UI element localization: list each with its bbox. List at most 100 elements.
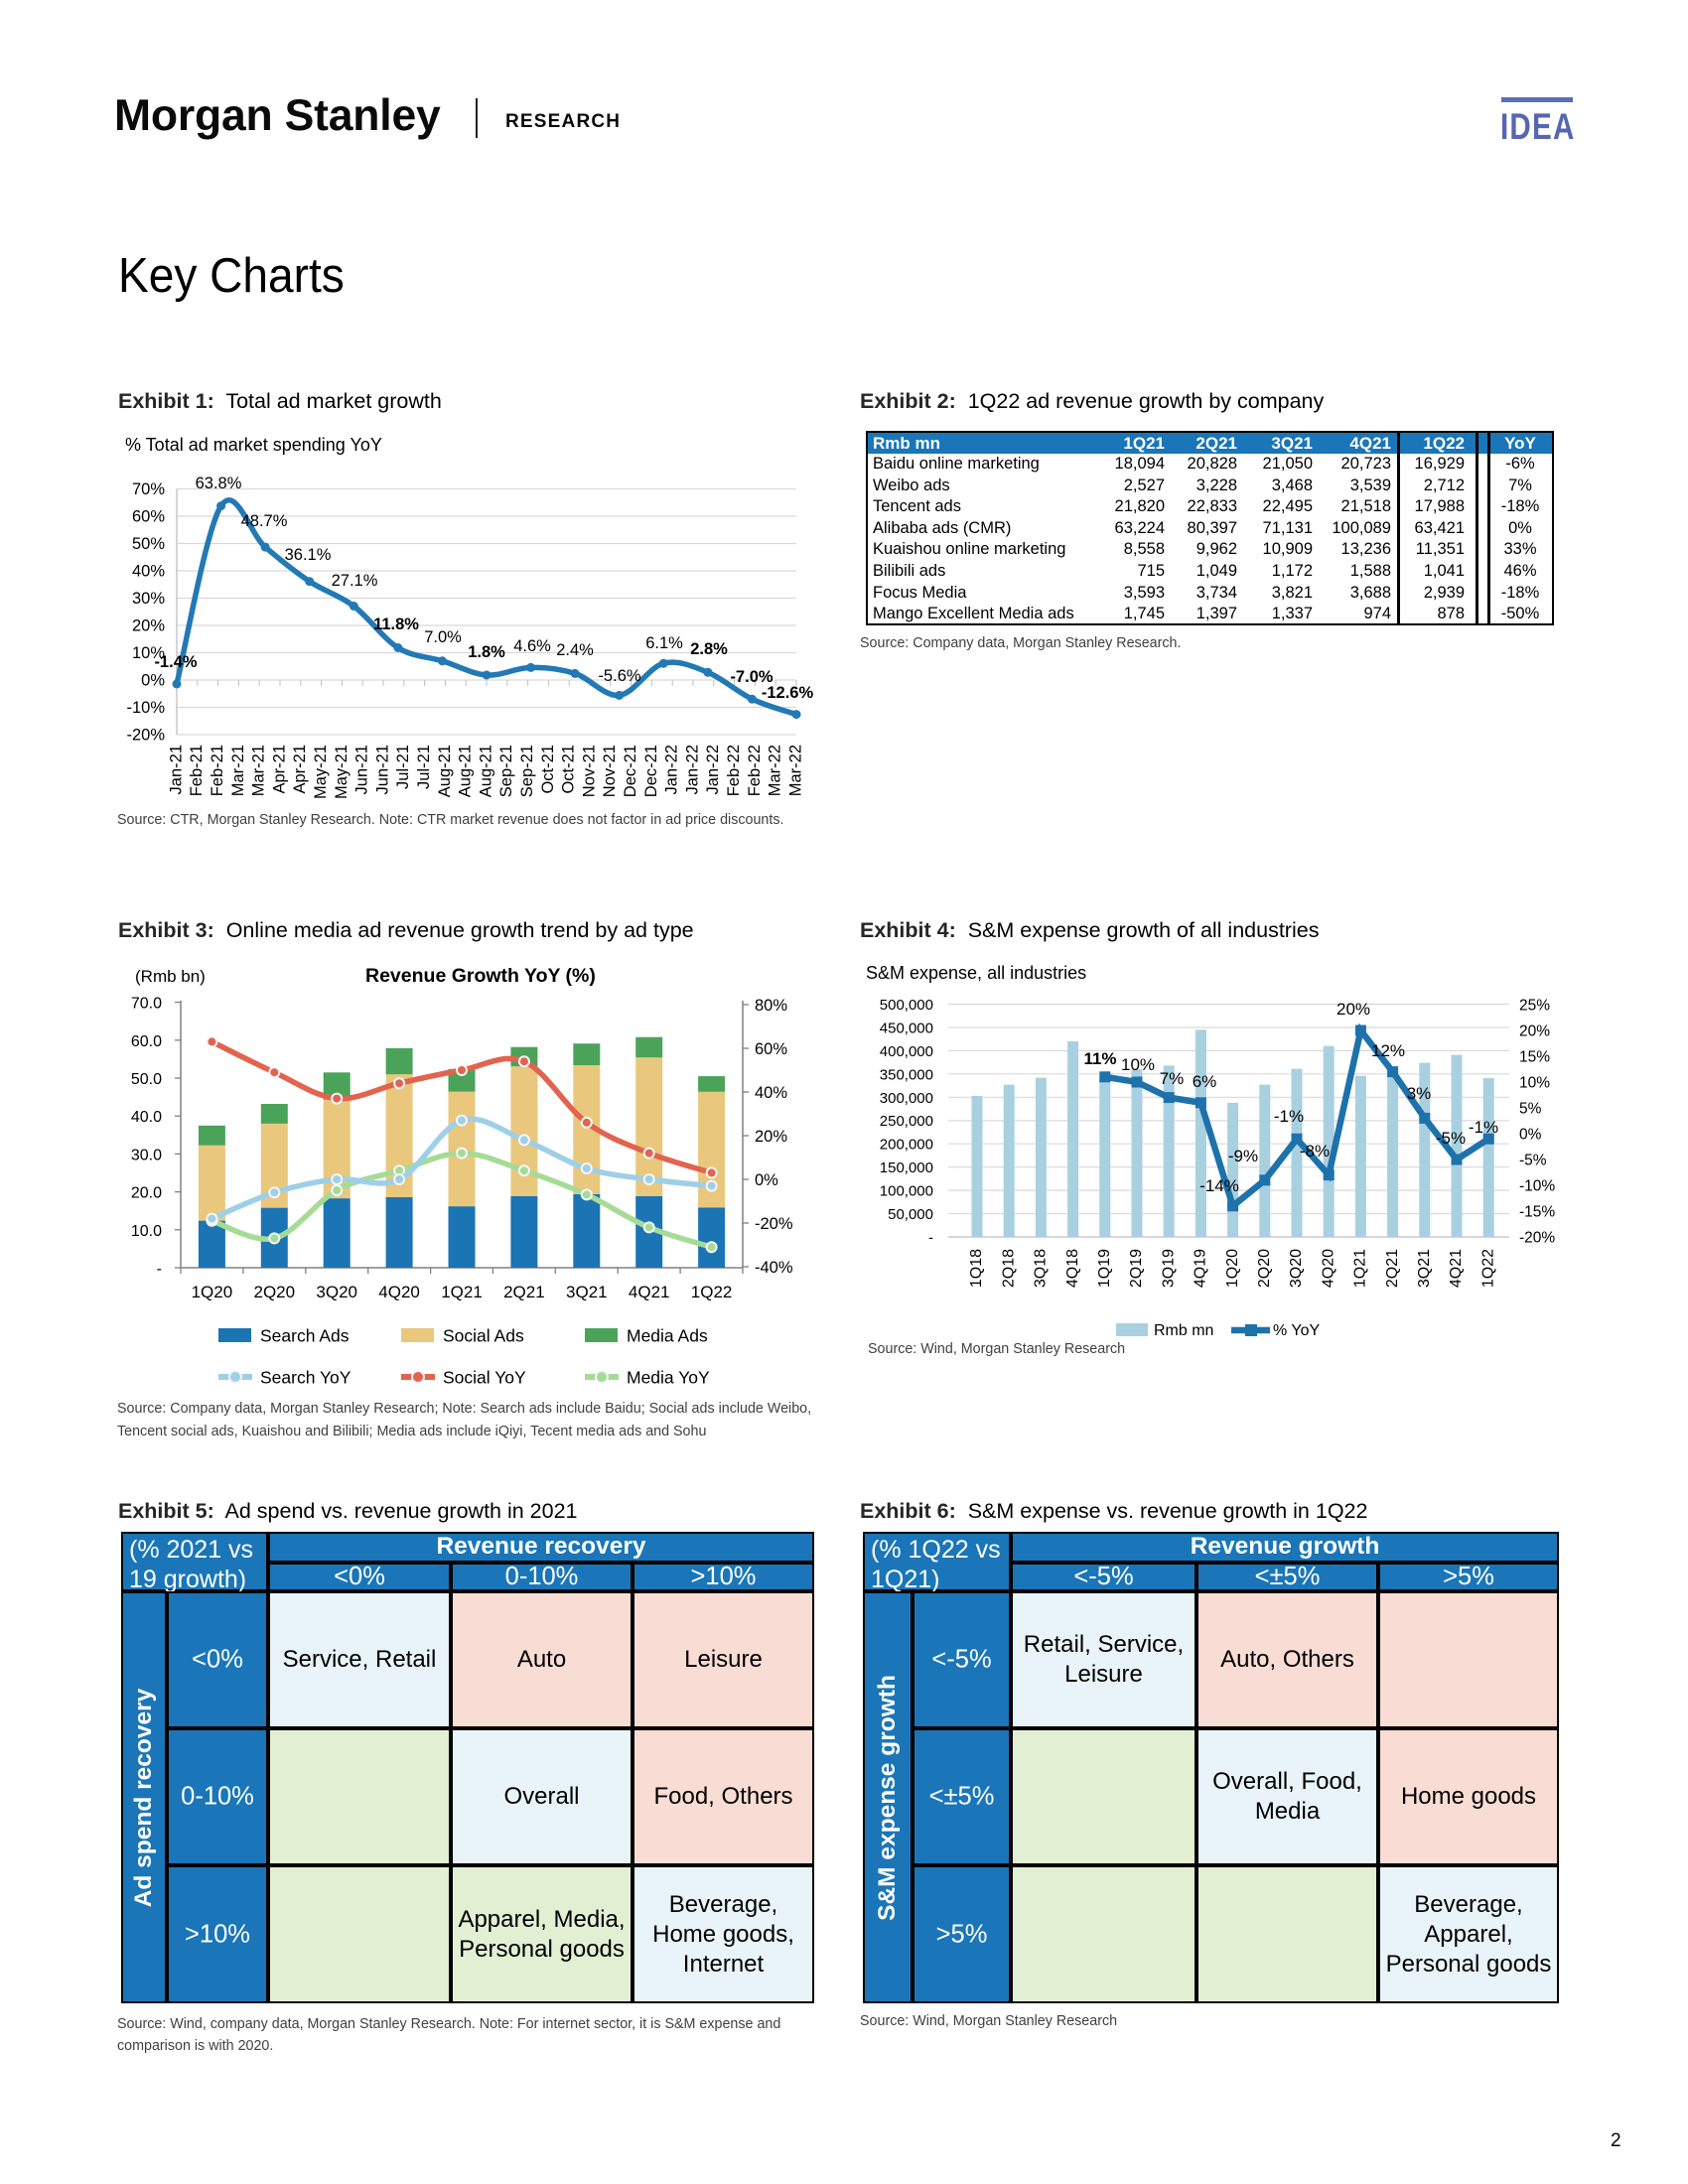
svg-text:80%: 80% (755, 997, 787, 1015)
svg-text:Apr-21: Apr-21 (291, 745, 309, 794)
svg-text:3%: 3% (1407, 1084, 1432, 1103)
svg-text:-9%: -9% (1228, 1147, 1258, 1165)
svg-text:-10%: -10% (1519, 1178, 1555, 1195)
svg-text:300,000: 300,000 (880, 1090, 933, 1107)
svg-text:Feb-22: Feb-22 (746, 745, 764, 796)
svg-text:10%: 10% (132, 644, 165, 662)
svg-text:0%: 0% (141, 672, 165, 690)
svg-text:May-21: May-21 (333, 745, 351, 799)
svg-text:-5%: -5% (1436, 1129, 1466, 1148)
svg-text:1Q20: 1Q20 (1224, 1249, 1241, 1288)
svg-text:-5%: -5% (1519, 1153, 1547, 1169)
svg-text:4Q21: 4Q21 (1448, 1249, 1465, 1288)
svg-text:1Q22: 1Q22 (691, 1283, 733, 1301)
svg-text:Nov-21: Nov-21 (580, 745, 598, 797)
svg-text:40.0: 40.0 (131, 1109, 162, 1126)
svg-text:Feb-22: Feb-22 (725, 745, 743, 796)
svg-text:-7.0%: -7.0% (730, 668, 773, 686)
svg-text:4Q21: 4Q21 (629, 1283, 670, 1301)
svg-text:10%: 10% (1121, 1055, 1155, 1074)
svg-text:Social Ads: Social Ads (443, 1326, 524, 1346)
svg-text:Jul-21: Jul-21 (415, 745, 433, 789)
svg-text:40%: 40% (132, 563, 165, 581)
svg-text:3Q19: 3Q19 (1160, 1249, 1177, 1288)
svg-text:-10%: -10% (126, 699, 165, 717)
svg-text:-14%: -14% (1199, 1176, 1239, 1195)
svg-text:3Q20: 3Q20 (316, 1283, 357, 1301)
svg-text:Search Ads: Search Ads (260, 1326, 350, 1346)
svg-text:Feb-21: Feb-21 (188, 745, 206, 796)
svg-text:20.0: 20.0 (131, 1185, 162, 1202)
svg-text:4Q20: 4Q20 (1320, 1249, 1336, 1288)
svg-text:2Q20: 2Q20 (1256, 1249, 1273, 1288)
svg-text:-12.6%: -12.6% (762, 684, 814, 702)
svg-text:Aug-21: Aug-21 (477, 745, 494, 797)
svg-text:1Q20: 1Q20 (192, 1283, 233, 1301)
svg-text:1Q18: 1Q18 (968, 1249, 985, 1288)
svg-text:2Q21: 2Q21 (503, 1283, 545, 1301)
svg-text:2Q21: 2Q21 (1384, 1249, 1401, 1288)
svg-text:2Q18: 2Q18 (1000, 1249, 1017, 1288)
svg-text:200,000: 200,000 (880, 1137, 933, 1154)
svg-text:70.0: 70.0 (131, 996, 162, 1013)
svg-text:1Q21: 1Q21 (1352, 1249, 1369, 1288)
svg-text:-20%: -20% (755, 1215, 793, 1233)
svg-text:70%: 70% (132, 480, 165, 498)
svg-text:6.1%: 6.1% (645, 634, 683, 652)
svg-text:20%: 20% (132, 617, 165, 635)
svg-text:60%: 60% (755, 1040, 787, 1058)
svg-text:Mar-21: Mar-21 (250, 745, 268, 796)
svg-text:Oct-21: Oct-21 (560, 745, 578, 794)
svg-text:Social YoY: Social YoY (443, 1368, 526, 1388)
svg-text:1Q19: 1Q19 (1096, 1249, 1113, 1288)
svg-text:7%: 7% (1160, 1069, 1185, 1088)
svg-text:20%: 20% (1336, 1000, 1370, 1019)
svg-text:0%: 0% (755, 1171, 778, 1189)
svg-text:4.6%: 4.6% (513, 637, 551, 655)
svg-text:30%: 30% (132, 590, 165, 608)
svg-text:50%: 50% (132, 535, 165, 553)
svg-text:-20%: -20% (126, 727, 165, 745)
svg-text:Oct-21: Oct-21 (539, 745, 557, 794)
svg-text:3Q20: 3Q20 (1288, 1249, 1305, 1288)
svg-text:36.1%: 36.1% (285, 546, 332, 564)
svg-text:450,000: 450,000 (880, 1021, 933, 1037)
svg-text:-: - (157, 1261, 162, 1278)
svg-text:-15%: -15% (1519, 1204, 1555, 1221)
svg-text:27.1%: 27.1% (332, 572, 378, 590)
svg-text:Mar-22: Mar-22 (767, 745, 784, 796)
svg-text:-: - (928, 1230, 933, 1247)
svg-text:Dec-21: Dec-21 (642, 745, 660, 797)
svg-text:May-21: May-21 (312, 745, 330, 799)
svg-text:Mar-22: Mar-22 (786, 745, 804, 796)
svg-text:0%: 0% (1519, 1127, 1542, 1144)
svg-text:2.4%: 2.4% (556, 641, 594, 659)
svg-text:3Q18: 3Q18 (1033, 1249, 1050, 1288)
svg-text:-1%: -1% (1274, 1107, 1304, 1126)
svg-text:Aug-21: Aug-21 (457, 745, 475, 797)
svg-text:350,000: 350,000 (880, 1066, 933, 1083)
svg-text:Media Ads: Media Ads (627, 1326, 708, 1346)
svg-text:Jun-21: Jun-21 (353, 745, 371, 794)
svg-text:10%: 10% (1519, 1075, 1550, 1092)
svg-text:2Q20: 2Q20 (254, 1283, 296, 1301)
svg-text:-5.6%: -5.6% (598, 667, 640, 685)
svg-text:6%: 6% (1193, 1072, 1217, 1091)
svg-text:Nov-21: Nov-21 (601, 745, 619, 797)
svg-text:30.0: 30.0 (131, 1147, 162, 1163)
svg-text:10.0: 10.0 (131, 1223, 162, 1240)
svg-text:-1.4%: -1.4% (154, 653, 197, 671)
svg-text:Aug-21: Aug-21 (436, 745, 454, 797)
svg-text:3Q21: 3Q21 (1416, 1249, 1433, 1288)
svg-text:2Q19: 2Q19 (1128, 1249, 1145, 1288)
svg-text:20%: 20% (1519, 1024, 1550, 1040)
svg-text:400,000: 400,000 (880, 1043, 933, 1060)
svg-text:2.8%: 2.8% (690, 640, 728, 658)
svg-text:Mar-21: Mar-21 (229, 745, 247, 796)
svg-text:-20%: -20% (1519, 1230, 1555, 1247)
svg-text:-40%: -40% (755, 1259, 793, 1277)
svg-text:% YoY: % YoY (1273, 1322, 1320, 1339)
svg-text:25%: 25% (1519, 998, 1550, 1015)
svg-text:7.0%: 7.0% (424, 628, 462, 646)
svg-text:11.8%: 11.8% (373, 615, 419, 633)
